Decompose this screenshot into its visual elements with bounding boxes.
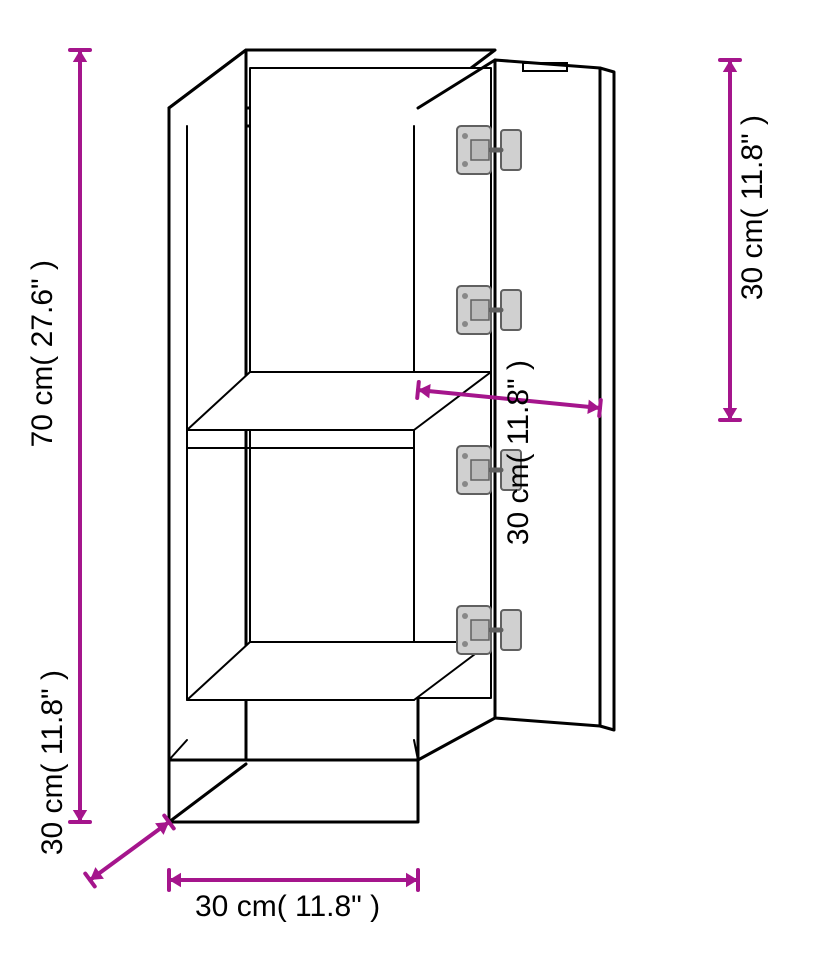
dim-label-depth: 30 cm( 11.8" ) <box>36 670 69 855</box>
dim-label-height: 70 cm( 27.6" ) <box>26 260 59 447</box>
dim-label-inner-width: 30 cm( 11.8" ) <box>502 360 535 545</box>
dim-label-width: 30 cm( 11.8" ) <box>195 890 380 923</box>
dim-label-door-height: 30 cm( 11.8" ) <box>736 115 769 300</box>
